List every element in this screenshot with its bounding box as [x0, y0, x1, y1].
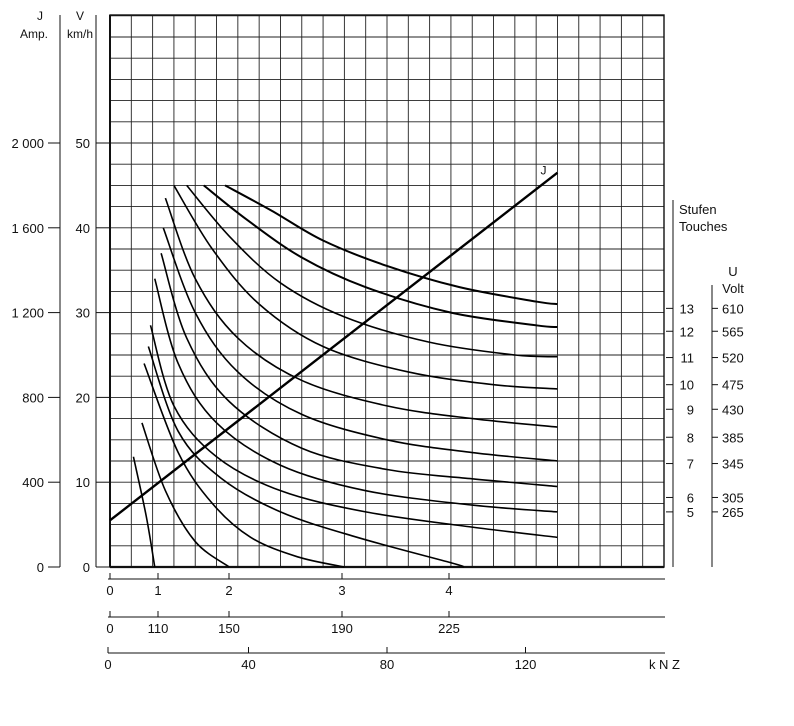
v-axis-tick-label: 30 — [76, 306, 90, 321]
bottom-axis-tick-label: 110 — [148, 621, 169, 636]
speed-curve — [162, 227, 558, 462]
stufe-label: 7 — [687, 457, 694, 472]
v-axis-tick-label: 50 — [76, 136, 90, 151]
stufe-label: 10 — [680, 378, 694, 393]
stufen-title: Touches — [679, 219, 728, 234]
speed-curve — [173, 184, 558, 390]
stufe-label: 12 — [680, 324, 694, 339]
speed-curve — [153, 278, 558, 513]
volt-label: 385 — [722, 430, 744, 445]
bottom-axis-tick-label: 0 — [106, 583, 113, 598]
stufen-title: Stufen — [679, 202, 717, 217]
volt-label: 345 — [722, 457, 744, 472]
bottom-axis-tick-label: 190 — [331, 621, 353, 636]
bottom-axis-tick-label: 3 — [338, 583, 345, 598]
j-axis-tick-label: 1 600 — [11, 221, 44, 236]
volt-label: 305 — [722, 490, 744, 505]
speed-curve — [203, 184, 558, 329]
force-axis-unit: k N Z — [649, 657, 680, 672]
v-axis-tick-label: 0 — [83, 560, 90, 575]
volt-label: 610 — [722, 301, 744, 316]
bottom-axis-tick-label: 0 — [104, 657, 111, 672]
grid-lines — [109, 15, 665, 568]
bottom-axis-tick-label: 1 — [154, 583, 161, 598]
bottom-axis-tick-label: 40 — [241, 657, 255, 672]
speed-curve — [132, 456, 156, 568]
bottom-axis-tick-label: 80 — [380, 657, 394, 672]
bottom-axis-tick-label: 150 — [218, 621, 240, 636]
stufe-label: 8 — [687, 430, 694, 445]
v-axis-title: V — [76, 9, 84, 23]
current-line-label: J — [540, 164, 546, 178]
stufe-label: 11 — [681, 351, 695, 366]
bottom-axis-tick-label: 2 — [225, 583, 232, 598]
speed-curve — [224, 184, 558, 306]
v-axis-tick-label: 40 — [76, 221, 90, 236]
j-axis-tick-label: 400 — [22, 475, 44, 490]
stufe-label: 5 — [687, 505, 694, 520]
speed-curve — [149, 325, 558, 539]
speed-curve — [143, 363, 345, 568]
stufe-label: 9 — [687, 402, 694, 417]
stufe-label: 13 — [680, 301, 694, 316]
speed-curve — [186, 184, 558, 358]
stufe-label: 6 — [687, 490, 694, 505]
volt-label: 430 — [722, 402, 744, 417]
bottom-axis-tick-label: 0 — [106, 621, 113, 636]
bottom-axis-tick-label: 4 — [445, 583, 452, 598]
volt-label: 265 — [722, 505, 744, 520]
speed-curve — [147, 346, 465, 568]
bottom-axis-tick-label: 225 — [438, 621, 460, 636]
j-axis-tick-label: 2 000 — [11, 136, 44, 151]
j-axis-unit: Amp. — [20, 27, 48, 41]
current-line-j — [109, 171, 559, 522]
speed-curve — [160, 253, 558, 488]
speed-curve — [164, 197, 558, 428]
volt-label: 475 — [722, 378, 744, 393]
v-axis-tick-label: 20 — [76, 390, 90, 405]
j-axis-tick-label: 1 200 — [11, 306, 44, 321]
v-axis-unit: km/h — [67, 27, 93, 41]
bottom-axis-tick-label: 120 — [515, 657, 537, 672]
j-axis-tick-label: 0 — [37, 560, 44, 575]
volt-title: Volt — [722, 281, 744, 296]
volt-label: 565 — [722, 324, 744, 339]
volt-label: 520 — [722, 351, 744, 366]
j-axis-title: J — [37, 9, 43, 23]
v-axis-tick-label: 10 — [76, 475, 90, 490]
speed-curve — [141, 422, 230, 568]
j-axis-tick-label: 800 — [22, 390, 44, 405]
volt-title: U — [728, 264, 737, 279]
